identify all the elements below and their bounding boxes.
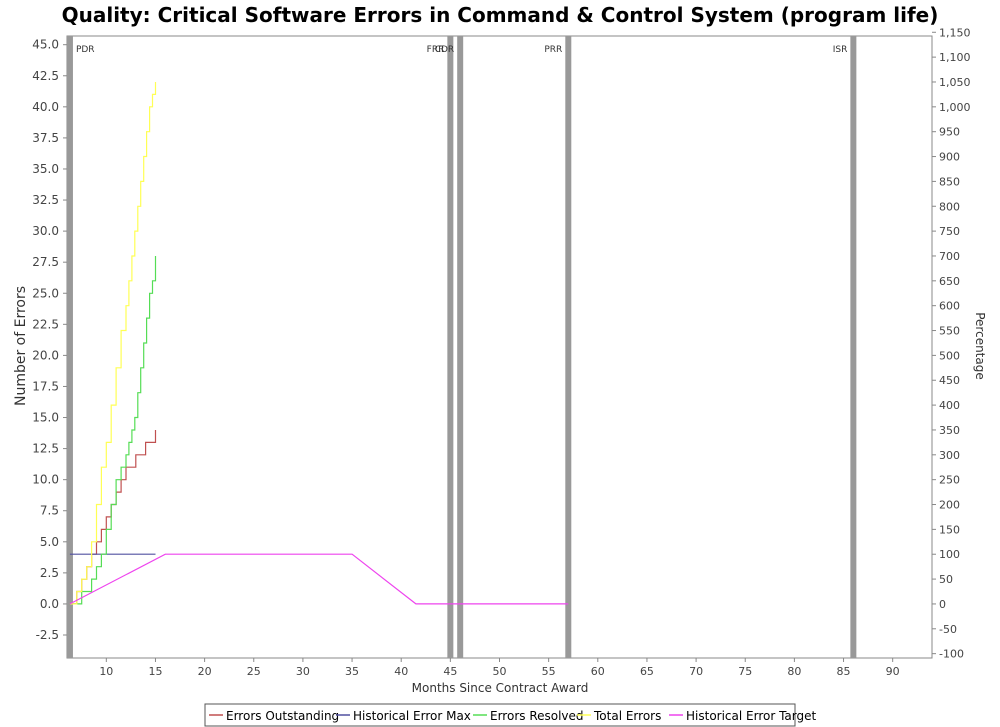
y-tick-label: 12.5 [32,442,59,456]
legend-label-historical-error-target: Historical Error Target [686,709,817,723]
y2-tick-label: 200 [939,499,960,512]
series-line-total-errors [69,82,157,605]
y2-tick-label: 950 [939,126,960,139]
y2-tick-label: 700 [939,250,960,263]
legend-label-errors-resolved: Errors Resolved [490,709,584,723]
y-tick-label: 45.0 [32,38,59,52]
x-tick-label: 40 [394,665,408,678]
y2-tick-label: 900 [939,151,960,164]
x-tick-label: 65 [640,665,654,678]
y2-axis-label: Percentage [973,312,987,380]
y2-tick-label: 650 [939,275,960,288]
y2-tick-label: 50 [939,573,953,586]
y2-tick-label: 450 [939,374,960,387]
legend-label-total-errors: Total Errors [593,709,661,723]
milestone-bar [66,36,73,658]
milestone-label: PRR [544,45,562,55]
legend-label-errors-outstanding: Errors Outstanding [226,709,339,723]
x-tick-label: 85 [837,665,851,678]
milestone-label: PDR [76,45,95,55]
series-line-historical-error-target [69,553,569,605]
y2-tick-label: 500 [939,349,960,362]
y-tick-label: 25.0 [32,286,59,300]
milestone-label: CDR [435,45,454,55]
milestone-label: ISR [833,45,848,55]
x-axis-ticks: 10 15 20 25 30 35 40 45 50 55 60 65 70 75 80 85 90 [99,658,900,678]
y-tick-label: 5.0 [40,535,59,549]
y2-tick-label: 150 [939,523,960,536]
y-tick-label: 0.0 [40,597,59,611]
y2-tick-label: -50 [939,623,957,636]
y-tick-label: 27.5 [32,255,59,269]
x-tick-label: 70 [689,665,703,678]
legend-label-historical-error-max: Historical Error Max [353,709,471,723]
legend: Errors Outstanding Historical Error Max Er… [209,709,817,723]
x-tick-label: 75 [738,665,752,678]
y2-tick-label: 250 [939,474,960,487]
y-tick-label: 2.5 [40,566,59,580]
y2-tick-label: 1,150 [939,26,971,39]
y2-axis-ticks: -100 -50 0 50 100 150 200 250 300 350 400 450 500 550… [932,26,971,661]
y2-tick-label: 800 [939,200,960,213]
y2-tick-label: 100 [939,548,960,561]
chart-title: Quality: Critical Software Errors in Com… [62,3,939,27]
milestone-label: FRR [427,45,445,55]
x-tick-label: 30 [296,665,310,678]
y-tick-label: 32.5 [32,193,59,207]
y-tick-label: 40.0 [32,100,59,114]
y-tick-label: 20.0 [32,348,59,362]
x-tick-label: 55 [542,665,556,678]
x-tick-label: 80 [787,665,801,678]
milestone-bar [850,36,857,658]
y2-tick-label: 300 [939,449,960,462]
y-tick-label: 17.5 [32,379,59,393]
milestone-bar [447,36,454,658]
y-tick-label: 7.5 [40,504,59,518]
x-tick-label: 10 [99,665,113,678]
y2-tick-label: 600 [939,300,960,313]
series-layer [69,82,569,605]
x-tick-label: 15 [148,665,162,678]
y2-tick-label: 0 [939,598,946,611]
y-axis-label: Number of Errors [13,286,29,406]
milestone-bar [565,36,572,658]
x-axis-label: Months Since Contract Award [412,681,589,695]
milestone-bar [457,36,464,658]
legend-box [204,703,796,727]
y-tick-label: 35.0 [32,162,59,176]
x-tick-label: 25 [247,665,261,678]
x-tick-label: 35 [345,665,359,678]
y-tick-label: 22.5 [32,317,59,331]
y-tick-label: 42.5 [32,69,59,83]
series-line-errors-resolved [69,256,157,605]
y2-tick-label: -100 [939,648,964,661]
y-tick-label: 15.0 [32,411,59,425]
y2-tick-label: 550 [939,325,960,338]
x-tick-label: 90 [886,665,900,678]
x-tick-label: 45 [443,665,457,678]
y2-tick-label: 1,100 [939,51,971,64]
x-tick-label: 50 [493,665,507,678]
y2-tick-label: 400 [939,399,960,412]
y2-tick-label: 750 [939,225,960,238]
y-axis-ticks: -2.5 0.0 2.5 5.0 7.5 10.0 12.5 15.0 17.5 20.0 22.5… [32,38,67,642]
plot-area [66,35,933,659]
y2-tick-label: 350 [939,424,960,437]
x-tick-label: 60 [591,665,605,678]
y-tick-label: 30.0 [32,224,59,238]
y-tick-label: -2.5 [36,628,59,642]
y2-tick-label: 1,050 [939,76,971,89]
x-tick-label: 20 [198,665,212,678]
y2-tick-label: 1,000 [939,101,971,114]
y-tick-label: 10.0 [32,473,59,487]
y-tick-label: 37.5 [32,131,59,145]
y2-tick-label: 850 [939,175,960,188]
